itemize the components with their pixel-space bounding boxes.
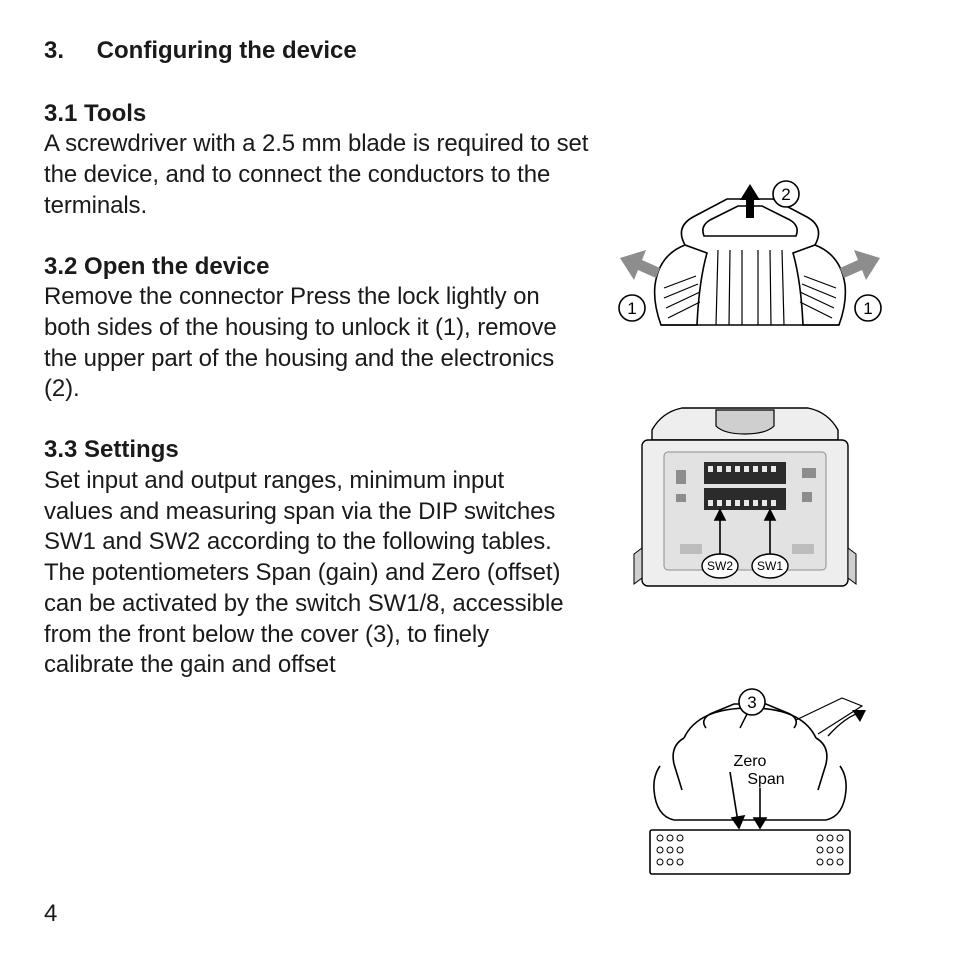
arrow-lift-icon	[828, 710, 866, 736]
arrow-press-left-icon	[620, 250, 660, 280]
arrow-press-right-icon	[840, 250, 880, 280]
label-zero: Zero	[734, 753, 767, 770]
subheading-tools: 3.1 Tools	[44, 99, 910, 130]
para-open: Remove the connector Press the lock ligh…	[44, 282, 574, 405]
figure-open-device: 2 1 1	[590, 180, 910, 380]
dip-switch-sw2-icon	[704, 462, 786, 484]
label-sw1: SW1	[757, 559, 783, 573]
callout-3-text: 3	[747, 693, 756, 712]
callout-1-right-text: 1	[863, 299, 872, 318]
figure-zero-span: Zero Span 3	[620, 680, 880, 900]
callout-2: 2	[773, 181, 799, 207]
callout-1-right: 1	[855, 295, 881, 321]
section-number: 3.	[44, 36, 90, 67]
label-sw2: SW2	[707, 559, 733, 573]
callout-2-text: 2	[781, 185, 790, 204]
section-heading: 3. Configuring the device	[44, 36, 910, 67]
para-tools: A screwdriver with a 2.5 mm blade is req…	[44, 129, 604, 221]
dip-switch-sw1-icon	[704, 488, 786, 510]
label-span: Span	[747, 771, 784, 788]
page-number: 4	[44, 899, 57, 930]
para-settings: Set input and output ranges, minimum inp…	[44, 466, 574, 681]
callout-3: 3	[739, 689, 765, 728]
callout-1-left: 1	[619, 295, 645, 321]
figure-dip-switches: SW2 SW1	[620, 404, 870, 614]
section-title: Configuring the device	[97, 37, 357, 64]
callout-1-left-text: 1	[627, 299, 636, 318]
